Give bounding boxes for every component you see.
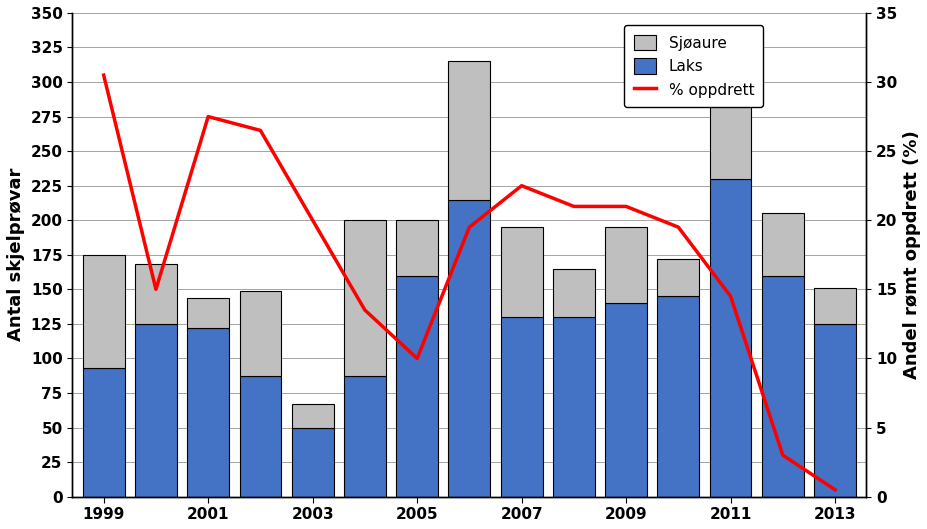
- Bar: [813, 324, 855, 497]
- Bar: [604, 303, 646, 497]
- Bar: [396, 220, 438, 276]
- Bar: [448, 61, 489, 199]
- Bar: [83, 255, 124, 368]
- Bar: [709, 59, 751, 179]
- Bar: [552, 317, 594, 497]
- Bar: [291, 427, 333, 497]
- Bar: [813, 288, 855, 324]
- Bar: [761, 213, 803, 276]
- Bar: [761, 276, 803, 497]
- Bar: [187, 298, 229, 328]
- Bar: [709, 179, 751, 497]
- Y-axis label: Andel rømt oppdrett (%): Andel rømt oppdrett (%): [902, 131, 921, 379]
- Bar: [501, 227, 542, 317]
- Bar: [83, 368, 124, 497]
- Bar: [239, 377, 281, 497]
- Bar: [239, 291, 281, 377]
- Legend: Sjøaure, Laks, % oppdrett: Sjøaure, Laks, % oppdrett: [624, 25, 763, 107]
- Bar: [396, 276, 438, 497]
- Bar: [604, 227, 646, 303]
- Bar: [448, 199, 489, 497]
- Bar: [187, 328, 229, 497]
- Bar: [656, 259, 698, 296]
- Bar: [135, 324, 177, 497]
- Bar: [135, 264, 177, 324]
- Bar: [344, 377, 386, 497]
- Y-axis label: Antal skjelprøvar: Antal skjelprøvar: [6, 168, 25, 342]
- Bar: [656, 296, 698, 497]
- Bar: [291, 404, 333, 427]
- Bar: [501, 317, 542, 497]
- Bar: [552, 269, 594, 317]
- Bar: [344, 220, 386, 377]
